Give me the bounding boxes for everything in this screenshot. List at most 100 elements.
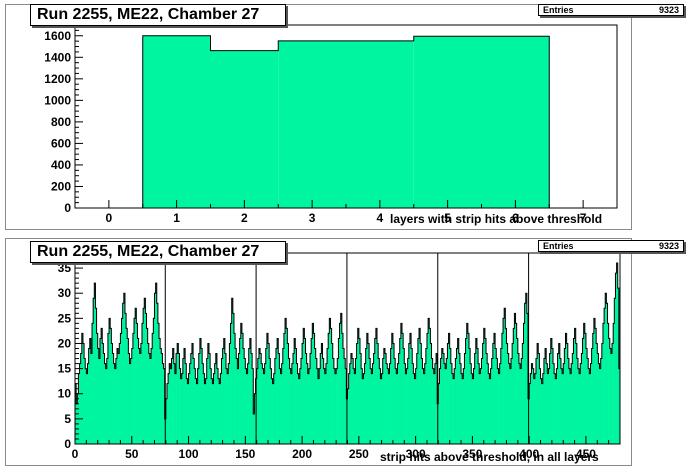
histogram-bin <box>148 353 151 444</box>
histogram-bin <box>197 368 200 444</box>
histogram-bin <box>236 358 238 444</box>
histogram-bin <box>488 373 490 444</box>
histogram-bin <box>453 378 455 444</box>
histogram-bin <box>514 313 516 444</box>
histogram-bin <box>507 353 510 444</box>
histogram-bin <box>414 378 416 444</box>
histogram-bin <box>411 348 413 444</box>
histogram-bin <box>101 328 103 444</box>
histogram-bin <box>207 343 210 444</box>
histogram-bin <box>258 348 261 444</box>
histogram-bin <box>403 348 405 444</box>
histogram-bin <box>132 333 135 444</box>
histogram-bin <box>363 373 365 444</box>
histogram-bin <box>456 348 458 444</box>
histogram-bin <box>374 338 377 444</box>
histogram-bin <box>575 343 578 444</box>
histogram-bin <box>500 348 503 444</box>
y-tick-label: 5 <box>64 412 71 426</box>
histogram-bar <box>413 36 482 208</box>
histogram-bin <box>382 358 385 444</box>
histogram-bin <box>123 293 126 444</box>
histogram-bin <box>454 368 456 444</box>
histogram-bin <box>372 363 374 444</box>
histogram-bin <box>89 338 92 444</box>
histogram-bin <box>481 358 483 444</box>
histogram-bin <box>279 368 281 444</box>
histogram-bin <box>602 323 605 444</box>
y-tick-label: 15 <box>58 362 72 376</box>
histogram-bin <box>354 373 356 444</box>
histogram-bin <box>373 353 376 444</box>
histogram-bar <box>346 40 414 209</box>
histogram-bin <box>516 338 519 444</box>
histogram-bin <box>425 348 428 444</box>
histogram-bin <box>191 343 194 444</box>
histogram-pad-layers: 0 200 400 600 800 1000 1200 1400 1600 0 1 2 3 4 5 6 7 <box>5 4 632 230</box>
histogram-bin <box>249 338 252 444</box>
histogram-bin <box>562 373 564 444</box>
histogram-bin <box>546 363 548 444</box>
histogram-bin <box>471 373 473 444</box>
y-tick-label: 0 <box>64 437 71 451</box>
histogram-bin <box>337 358 339 444</box>
histogram-bin <box>381 373 383 444</box>
histogram-bin <box>464 353 466 444</box>
histogram-bin <box>182 358 185 444</box>
histogram-bin <box>120 333 122 444</box>
histogram-bin <box>305 353 307 444</box>
histogram-bin <box>90 353 93 444</box>
histogram-bin <box>511 358 513 444</box>
histogram-bin <box>329 318 331 444</box>
histogram-bin <box>413 373 415 444</box>
histogram-bin <box>605 293 607 444</box>
histogram-bin <box>257 358 260 444</box>
histogram-bin <box>130 358 133 444</box>
histogram-bin <box>465 338 468 444</box>
histogram-bin <box>473 368 475 444</box>
histogram-bin <box>430 343 432 444</box>
histogram-bin <box>293 353 295 444</box>
histogram-bin <box>400 323 403 444</box>
histogram-bin <box>189 363 192 444</box>
histogram-bin <box>311 338 313 444</box>
histogram-bin <box>487 363 489 444</box>
histogram-title: Run 2255, ME22, Chamber 27 <box>30 241 286 263</box>
x-axis-label: strip hits above threshold, in all layer… <box>380 450 599 464</box>
histogram-bin <box>300 358 303 444</box>
histogram-bin <box>475 338 478 444</box>
y-tick-label: 1600 <box>44 29 71 43</box>
histogram-bin <box>231 298 234 444</box>
histogram-bin <box>529 383 531 444</box>
histogram-bin <box>139 353 142 444</box>
histogram-bin <box>581 353 583 444</box>
x-tick-label: 450 <box>576 447 596 461</box>
histogram-bin <box>184 348 186 444</box>
histogram-bin <box>335 373 337 444</box>
histogram-title: Run 2255, ME22, Chamber 27 <box>30 4 286 26</box>
histogram-bin <box>336 368 338 444</box>
histogram-bin <box>260 353 262 444</box>
histogram-bin <box>118 353 120 444</box>
histogram-bin <box>613 323 615 444</box>
histogram-bin <box>388 373 390 444</box>
histogram-bin <box>156 303 159 444</box>
histogram-bin <box>408 343 411 444</box>
histogram-bin <box>110 328 112 444</box>
histogram-bin <box>548 368 550 444</box>
histogram-bin <box>406 368 408 444</box>
histogram-bin <box>599 368 601 444</box>
histogram-bin <box>409 333 412 444</box>
histogram-bin <box>274 358 277 444</box>
histogram-bin <box>155 283 158 444</box>
histogram-bin <box>307 373 310 444</box>
histogram-bin <box>392 343 395 444</box>
histogram-bin <box>245 368 247 444</box>
histogram-outline <box>74 262 621 444</box>
x-tick-label: 2 <box>241 211 248 225</box>
histogram-bin <box>275 348 278 444</box>
y-tick-label: 400 <box>51 158 71 172</box>
histogram-bin <box>297 373 299 444</box>
histogram-bin <box>99 338 102 444</box>
histogram-bin <box>254 393 256 444</box>
